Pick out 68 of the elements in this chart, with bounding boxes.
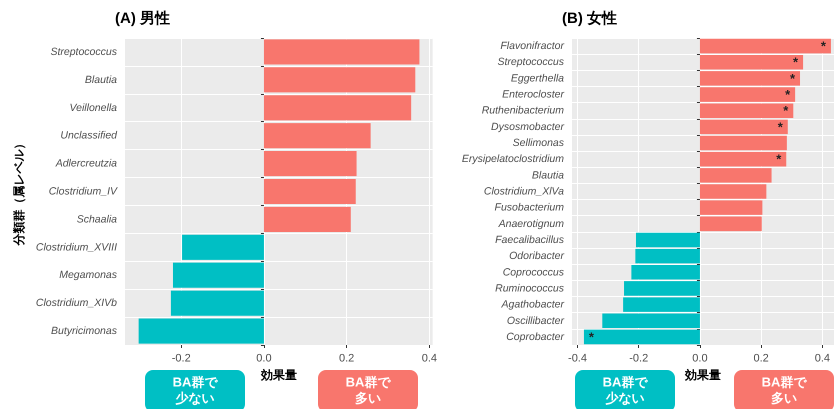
x-tick-label: -0.2	[172, 352, 191, 364]
y-tick-label: Clostridium_XIVb	[36, 297, 118, 310]
x-axis-title: 効果量	[260, 368, 297, 382]
y-tick-label: Ruthenibacterium	[482, 104, 564, 117]
y-tick-label: Blautia	[532, 169, 564, 182]
bar	[636, 232, 700, 248]
data-label: *	[776, 152, 782, 167]
text: BA群で少ない	[602, 374, 648, 406]
y-tick-label: Streptococcus	[497, 56, 565, 68]
text: BA群で多い	[346, 374, 392, 406]
y-tick-label: Sellimonas	[512, 137, 565, 150]
bar	[264, 123, 371, 148]
y-tick-label: Ruminococcus	[495, 282, 565, 294]
x-tick-label: 0.0	[692, 352, 708, 364]
y-tick-label: Odoribacter	[509, 250, 564, 262]
data-label: *	[783, 103, 790, 118]
y-tick-label: Faecalibacillus	[495, 234, 565, 246]
bar	[170, 290, 264, 316]
bar	[264, 95, 412, 120]
y-tick-label: Agathobacter	[500, 298, 564, 311]
y-tick-label: Anaerotignum	[498, 218, 564, 230]
y-tick-label: Eggerthella	[510, 72, 564, 84]
y-tick-label: Clostridium_IV	[48, 186, 118, 198]
bar	[264, 178, 356, 204]
y-tick-label: Megamonas	[59, 269, 118, 282]
y-tick-label: Coprobacter	[506, 330, 565, 343]
text: BA群で少ない	[172, 374, 218, 406]
x-axis-title: 効果量	[684, 368, 721, 382]
x-tick-label: 0.2	[754, 352, 769, 364]
chart-title: (A) 男性	[115, 10, 170, 27]
y-tick-label: Schaalia	[76, 213, 118, 226]
data-label: *	[778, 119, 784, 134]
y-tick-label: Enterocloster	[502, 88, 564, 101]
x-tick-label: 0.2	[339, 352, 354, 364]
data-label: *	[785, 87, 792, 102]
bar	[264, 151, 357, 176]
y-tick-label: Butyricimonas	[51, 325, 118, 338]
x-tick-label: -0.4	[568, 352, 587, 364]
y-tick-label: Unclassified	[60, 130, 118, 142]
bar	[172, 262, 264, 288]
y-tick-label: Clostridium_XlVa	[484, 186, 564, 198]
bar	[264, 67, 416, 92]
y-axis-title: 分類群（属レベル）	[12, 138, 26, 246]
bar	[182, 234, 264, 260]
y-tick-label: Flavonifractor	[500, 40, 564, 52]
chart-title: (B) 女性	[562, 10, 617, 27]
y-tick-label: Erysipelatoclostridium	[462, 153, 564, 166]
data-label: *	[793, 54, 800, 70]
bar	[264, 39, 420, 65]
y-tick-label: Adlercreutzia	[54, 158, 118, 170]
data-label: *	[790, 70, 796, 86]
y-tick-label: Oscillibacter	[506, 314, 564, 327]
y-tick-label: Fusobacterium	[494, 202, 564, 214]
bar	[138, 318, 264, 344]
y-tick-label: Blautia	[84, 74, 118, 86]
text: BA群で多い	[762, 374, 808, 406]
data-label: *	[820, 38, 827, 54]
x-tick-label: -0.2	[629, 352, 648, 364]
data-label: *	[588, 329, 595, 344]
x-tick-label: 0.4	[814, 352, 830, 364]
y-tick-label: Coprococcus	[502, 266, 565, 278]
x-tick-label: 0.4	[422, 352, 438, 364]
y-tick-label: Dysosmobacter	[491, 120, 564, 133]
x-tick-label: 0.0	[256, 352, 272, 364]
y-tick-label: Veillonella	[70, 102, 118, 114]
y-tick-label: Streptococcus	[50, 46, 118, 58]
bar	[264, 206, 351, 232]
y-tick-label: Clostridium_XVIII	[36, 241, 118, 254]
